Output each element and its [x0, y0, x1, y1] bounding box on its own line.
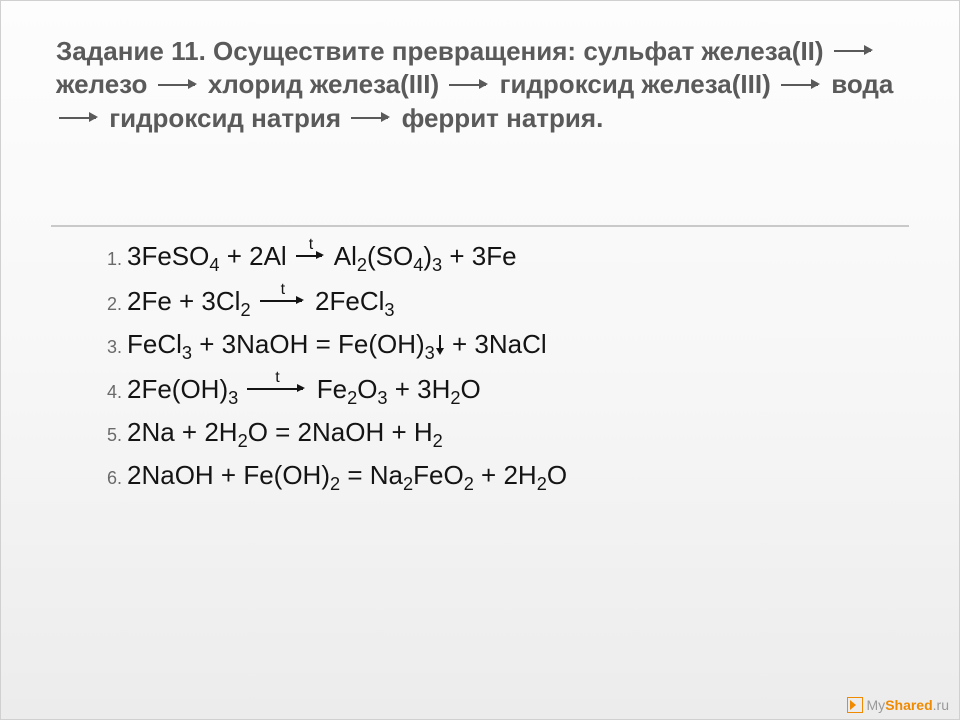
precipitate-arrow-icon — [435, 335, 445, 357]
arrow-right-icon — [56, 105, 102, 128]
arrow-right-icon — [778, 72, 824, 95]
arrow-right-icon — [348, 105, 394, 128]
arrow-right-icon — [155, 72, 201, 95]
title-chain-item: гидроксид железа(III) — [500, 69, 771, 99]
equation: 3FeSO4 + 2Al t Al2(SO4)3 + 3Fe — [127, 241, 517, 271]
arrow-right-icon — [831, 39, 877, 62]
equation: 2Fe(OH)3 t Fe2O3 + 3H2O — [127, 374, 481, 404]
list-item: 2Fe + 3Cl2 t 2FeCl3 — [127, 286, 889, 315]
play-icon — [847, 697, 863, 713]
watermark-text: .ru — [933, 697, 949, 713]
slide-title: Задание 11. Осуществите превращения: сул… — [56, 35, 899, 135]
watermark: MyShared.ru — [847, 697, 949, 713]
title-chain-item: гидроксид натрия — [109, 103, 341, 133]
title-chain-item: феррит натрия. — [402, 103, 604, 133]
equation: FeCl3 + 3NaOH = Fe(OH)3 + 3NaCl — [127, 329, 547, 359]
equation: 2Na + 2H2O = 2NaOH + H2 — [127, 417, 443, 447]
arrow-right-icon — [446, 72, 492, 95]
title-lead: Задание 11. Осуществите превращения: — [56, 36, 583, 66]
list-item: FeCl3 + 3NaOH = Fe(OH)3 + 3NaCl — [127, 331, 889, 358]
title-chain-item: железо — [56, 69, 147, 99]
title-chain-item: вода — [831, 69, 893, 99]
reaction-arrow-icon: t — [294, 241, 328, 267]
watermark-text: My — [867, 697, 886, 713]
equation: 2NaOH + Fe(OH)2 = Na2FeO2 + 2H2O — [127, 460, 567, 490]
list-item: 3FeSO4 + 2Al t Al2(SO4)3 + 3Fe — [127, 241, 889, 270]
list-item: 2NaOH + Fe(OH)2 = Na2FeO2 + 2H2O — [127, 462, 889, 489]
reaction-arrow-icon: t — [245, 374, 309, 400]
watermark-text: Shared — [885, 697, 932, 713]
list-item: 2Fe(OH)3 t Fe2O3 + 3H2O — [127, 374, 889, 403]
title-underline — [51, 225, 909, 227]
equation-list: 3FeSO4 + 2Al t Al2(SO4)3 + 3Fe 2Fe + 3Cl2… — [71, 241, 889, 489]
list-item: 2Na + 2H2O = 2NaOH + H2 — [127, 419, 889, 446]
title-chain-item: хлорид железа(III) — [208, 69, 439, 99]
equation: 2Fe + 3Cl2 t 2FeCl3 — [127, 286, 395, 316]
title-chain-item: сульфат железа(II) — [583, 36, 823, 66]
reaction-arrow-icon: t — [258, 286, 308, 312]
slide-body: 3FeSO4 + 2Al t Al2(SO4)3 + 3Fe 2Fe + 3Cl2… — [71, 241, 889, 505]
slide: Задание 11. Осуществите превращения: сул… — [0, 0, 960, 720]
